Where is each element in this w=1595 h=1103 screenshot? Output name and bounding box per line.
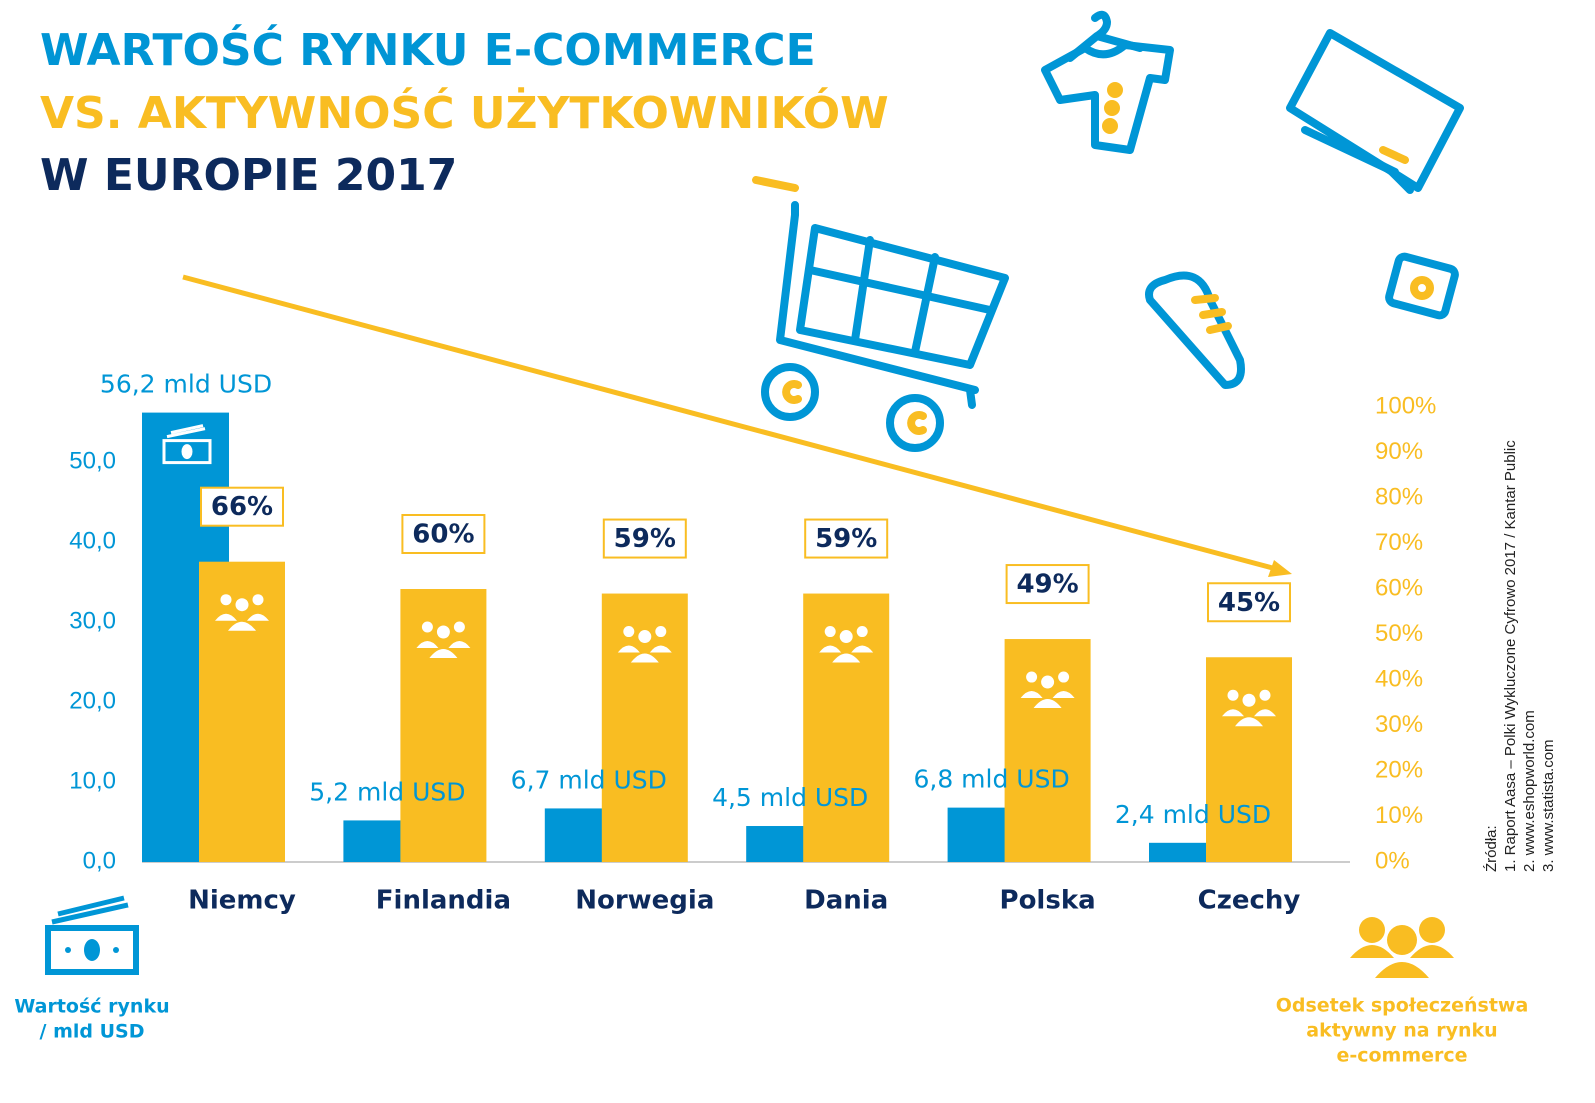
people-head [856,626,868,638]
people-head [220,594,232,606]
cart-icon [752,176,1009,452]
people-head [235,598,249,612]
value-label-box [804,518,889,559]
value-label-box [602,518,687,559]
bar [1206,657,1292,862]
people-icon [416,621,471,658]
people-head [1242,693,1256,707]
source-note: Źródła: [1483,825,1500,872]
x-tick-label: Dania [804,886,888,916]
people-head [824,626,836,638]
people-body [1020,691,1075,709]
people-icon [215,594,269,631]
bar [1004,639,1091,862]
y2-tick-label: 100% [1375,392,1436,419]
value-label: 4,5 mld USD [712,783,868,812]
people-head [453,621,465,633]
trend-arrow [182,274,1292,577]
people-head [1227,689,1239,701]
y2-tick-label: 60% [1375,574,1423,601]
money-coin [181,444,193,460]
y2-tick-label: 0% [1375,847,1410,874]
people-head [638,630,652,644]
y2-tick-label: 70% [1375,529,1423,556]
value-label: 6,7 mld USD [511,765,667,794]
people-body [1222,709,1276,727]
legend-icons [45,895,1454,978]
title-line: WARTOŚĆ RYNKU E-COMMERCE [40,23,816,76]
value-label-box [401,514,486,554]
value-label: 2,4 mld USD [1115,800,1271,829]
value-label-box [200,486,284,527]
people-head [1041,675,1055,689]
value-label: 56,2 mld USD [100,370,272,399]
y2-axis-label: aktywny na rynku [1306,1020,1497,1042]
people-head [252,594,264,606]
people-head [623,626,635,638]
value-label-box [1005,564,1090,605]
people-icon [819,626,874,663]
people-head [436,625,450,639]
people-head [1026,671,1038,683]
people-head [655,626,667,638]
y-tick-label: 0,0 [83,847,116,874]
y2-tick-label: 20% [1375,756,1423,783]
x-tick-label: Norwegia [575,886,714,916]
value-label: 59% [815,524,877,554]
people-icon [1020,671,1075,709]
y-tick-label: 50,0 [69,448,116,475]
title-line: VS. AKTYWNOŚĆ UŻYTKOWNIKÓW [40,86,889,139]
y2-tick-label: 90% [1375,438,1423,465]
people-head [421,621,433,633]
bar [199,561,285,862]
title-line: W EUROPIE 2017 [40,150,457,201]
shop-icons [1041,10,1464,389]
value-label: 45% [1218,588,1280,618]
value-label: 49% [1016,570,1078,600]
y-tick-label: 30,0 [69,607,116,634]
source-note: 3. www.statista.com [1540,739,1557,872]
x-tick-label: Polska [1000,886,1096,916]
x-tick-label: Finlandia [376,886,511,916]
x-tick-label: Czechy [1198,886,1301,916]
people-head [1259,689,1271,701]
x-tick-label: Niemcy [188,886,296,916]
people-head [839,630,853,644]
value-label: 60% [412,520,474,550]
y2-axis-label: Odsetek społeczeństwa [1276,995,1529,1017]
source-note: 2. www.eshopworld.com [1521,710,1538,872]
y-axis-label: / mld USD [40,1021,145,1043]
value-label: 66% [211,492,273,522]
money-icon [162,424,212,465]
people-body [617,645,672,663]
value-label: 6,8 mld USD [913,765,1069,794]
people-icon [1222,689,1276,727]
people-icon [617,626,672,663]
value-label: 5,2 mld USD [309,777,465,806]
y-axis-label: Wartość rynku [14,996,169,1018]
money-back [166,424,206,439]
y2-tick-label: 30% [1375,711,1423,738]
y2-tick-label: 40% [1375,665,1423,692]
y2-axis-label: e-commerce [1336,1045,1467,1067]
people-head [1058,671,1070,683]
y2-tick-label: 10% [1375,802,1423,829]
y2-tick-label: 50% [1375,620,1423,647]
source-note: 1. Raport Aasa – Polki Wykluczone Cyfrow… [1502,440,1519,872]
y2-tick-label: 80% [1375,483,1423,510]
y-tick-label: 40,0 [69,527,116,554]
value-label: 59% [614,524,676,554]
value-label-box [1207,582,1291,623]
money-note [162,439,212,465]
y-tick-label: 10,0 [69,767,116,794]
people-body [819,645,874,663]
people-body [215,613,269,631]
people-body [416,641,471,658]
y-tick-label: 20,0 [69,687,116,714]
